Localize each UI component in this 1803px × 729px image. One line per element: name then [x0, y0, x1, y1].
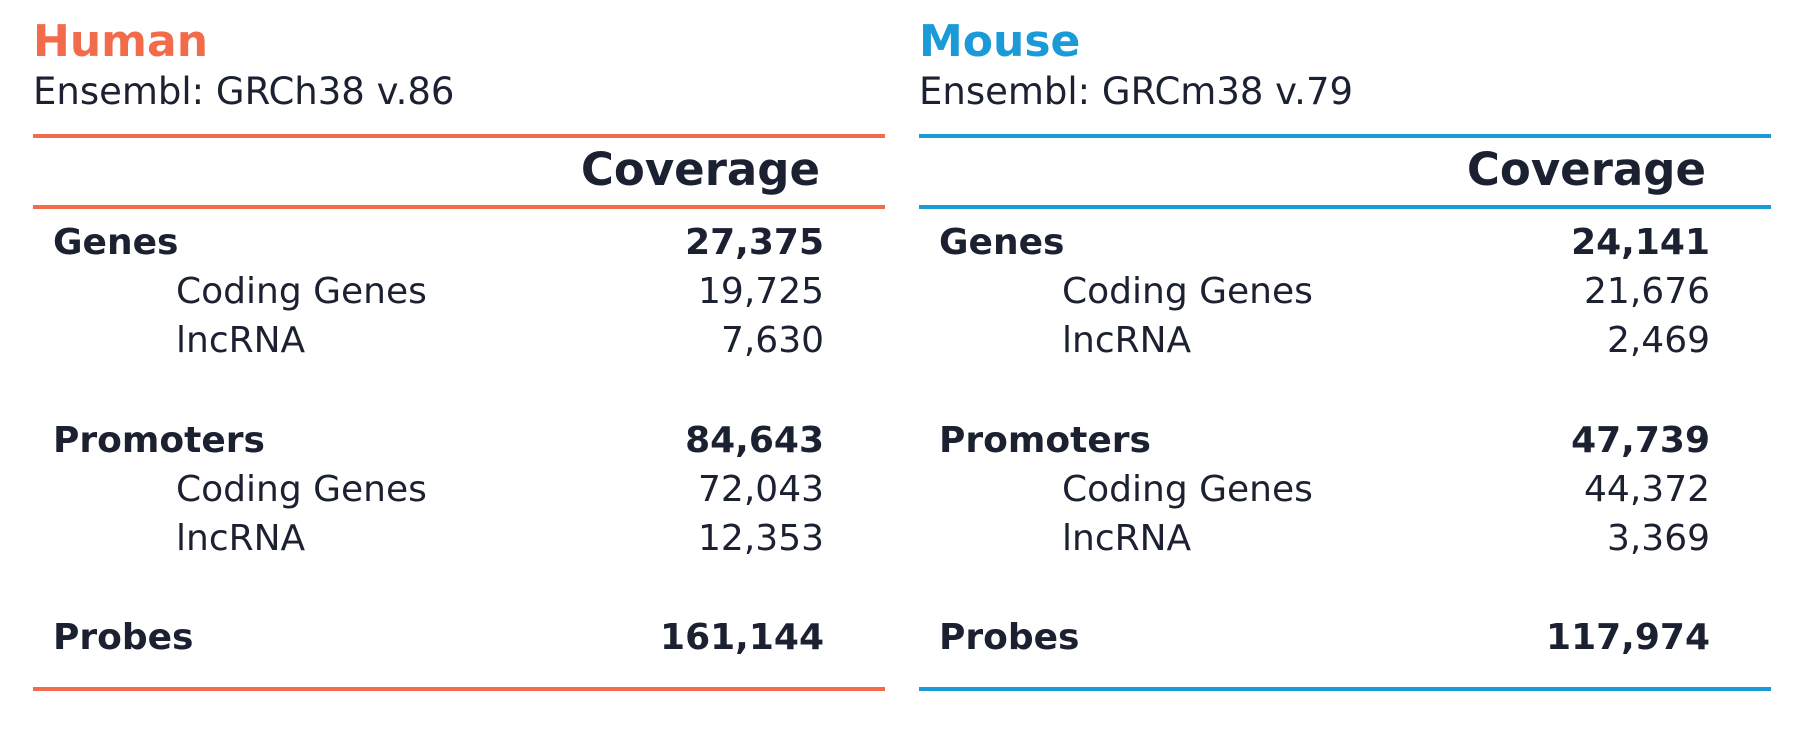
row-promoters-lncrna: lncRNA 3,369	[939, 515, 1710, 563]
row-genes-lncrna: lncRNA 7,630	[53, 317, 824, 365]
row-value: 117,974	[1546, 617, 1710, 658]
row-value: 12,353	[698, 518, 824, 559]
row-genes-coding: Coding Genes 19,725	[53, 268, 824, 316]
header-divider	[33, 205, 885, 209]
row-label: Promoters	[939, 420, 1151, 461]
row-label: Promoters	[53, 420, 265, 461]
row-label: Probes	[939, 617, 1080, 658]
row-label: Coding Genes	[176, 469, 427, 510]
assembly-label: Ensembl: GRCh38 v.86	[33, 70, 455, 113]
row-value: 19,725	[698, 271, 824, 312]
top-divider	[919, 134, 1771, 138]
row-label: Coding Genes	[1062, 469, 1313, 510]
row-value: 161,144	[660, 617, 824, 658]
row-value: 7,630	[720, 320, 824, 361]
row-probes: Probes 161,144	[53, 614, 824, 662]
row-label: lncRNA	[1062, 320, 1192, 361]
column-header-coverage: Coverage	[1466, 143, 1706, 196]
row-label: Genes	[53, 222, 179, 263]
species-title: Human	[33, 16, 209, 67]
row-value: 21,676	[1584, 271, 1710, 312]
row-label: Probes	[53, 617, 194, 658]
header-divider	[919, 205, 1771, 209]
row-label: Coding Genes	[176, 271, 427, 312]
species-title: Mouse	[919, 16, 1081, 67]
top-divider	[33, 134, 885, 138]
column-header-coverage: Coverage	[580, 143, 820, 196]
row-label: lncRNA	[176, 320, 306, 361]
row-value: 27,375	[685, 222, 824, 263]
row-label: Genes	[939, 222, 1065, 263]
row-genes: Genes 27,375	[53, 219, 824, 267]
row-value: 47,739	[1571, 420, 1710, 461]
bottom-divider	[919, 687, 1771, 691]
row-promoters-lncrna: lncRNA 12,353	[53, 515, 824, 563]
row-promoters: Promoters 47,739	[939, 417, 1710, 465]
assembly-label: Ensembl: GRCm38 v.79	[919, 70, 1354, 113]
row-genes: Genes 24,141	[939, 219, 1710, 267]
bottom-divider	[33, 687, 885, 691]
mouse-coverage-table: Mouse Ensembl: GRCm38 v.79 Coverage Gene…	[919, 0, 1771, 729]
row-label: lncRNA	[176, 518, 306, 559]
row-promoters-coding: Coding Genes 72,043	[53, 466, 824, 514]
row-value: 72,043	[698, 469, 824, 510]
row-value: 24,141	[1571, 222, 1710, 263]
row-value: 84,643	[685, 420, 824, 461]
row-genes-lncrna: lncRNA 2,469	[939, 317, 1710, 365]
row-value: 2,469	[1606, 320, 1710, 361]
row-promoters: Promoters 84,643	[53, 417, 824, 465]
row-value: 3,369	[1606, 518, 1710, 559]
row-label: Coding Genes	[1062, 271, 1313, 312]
row-promoters-coding: Coding Genes 44,372	[939, 466, 1710, 514]
row-value: 44,372	[1584, 469, 1710, 510]
human-coverage-table: Human Ensembl: GRCh38 v.86 Coverage Gene…	[33, 0, 885, 729]
row-genes-coding: Coding Genes 21,676	[939, 268, 1710, 316]
row-probes: Probes 117,974	[939, 614, 1710, 662]
row-label: lncRNA	[1062, 518, 1192, 559]
